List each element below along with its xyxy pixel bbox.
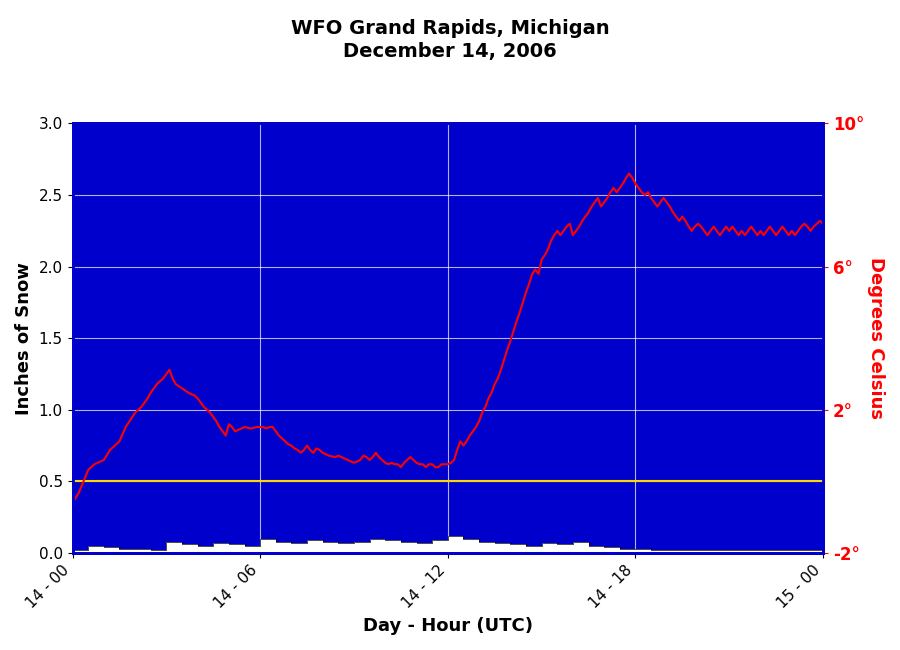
Y-axis label: Degrees Celsius: Degrees Celsius bbox=[867, 257, 885, 419]
X-axis label: Day - Hour (UTC): Day - Hour (UTC) bbox=[363, 617, 533, 635]
Y-axis label: Inches of Snow: Inches of Snow bbox=[15, 262, 33, 415]
Text: WFO Grand Rapids, Michigan
December 14, 2006: WFO Grand Rapids, Michigan December 14, … bbox=[291, 20, 609, 60]
